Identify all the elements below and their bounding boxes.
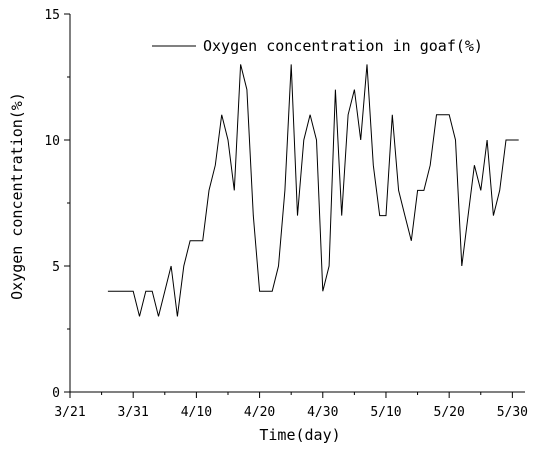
x-tick-label: 3/21 bbox=[54, 405, 85, 420]
series-line-oxygen bbox=[107, 64, 519, 317]
legend-label: Oxygen concentration in goaf(%) bbox=[203, 37, 483, 55]
x-tick-label: 5/10 bbox=[370, 405, 401, 420]
series-group bbox=[107, 64, 519, 317]
x-axis-title: Time(day) bbox=[259, 426, 340, 444]
y-ticks: 0 5 10 15 bbox=[44, 8, 70, 401]
y-axis-title: Oxygen concentration(%) bbox=[8, 92, 26, 300]
y-tick-label: 15 bbox=[44, 8, 60, 23]
y-tick-label: 5 bbox=[52, 260, 60, 275]
axes bbox=[69, 14, 525, 393]
x-tick-label: 3/31 bbox=[118, 405, 149, 420]
x-tick-label: 5/20 bbox=[434, 405, 465, 420]
legend: Oxygen concentration in goaf(%) bbox=[152, 37, 483, 55]
x-ticks: 3/21 3/31 4/10 4/20 4/30 5/10 5/20 5/30 bbox=[54, 392, 528, 420]
x-tick-label: 4/10 bbox=[181, 405, 212, 420]
y-tick-label: 0 bbox=[52, 386, 60, 401]
x-tick-label: 4/20 bbox=[244, 405, 275, 420]
y-tick-label: 10 bbox=[44, 134, 60, 149]
x-tick-label: 4/30 bbox=[307, 405, 338, 420]
x-tick-label: 5/30 bbox=[497, 405, 528, 420]
